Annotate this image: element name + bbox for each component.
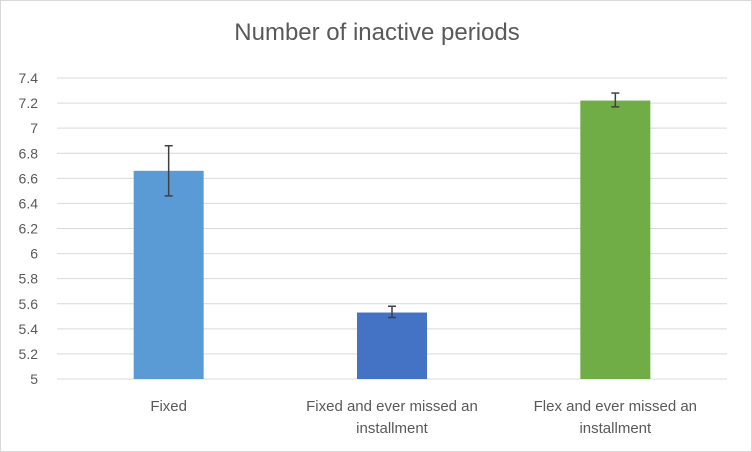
error-bar (388, 305, 396, 319)
y-tick-label: 5.4 (19, 321, 39, 337)
y-tick-label: 6.8 (19, 145, 39, 161)
error-bar (611, 92, 620, 108)
y-tick-label: 5.8 (19, 271, 39, 287)
bar (580, 100, 651, 379)
bars (133, 100, 651, 379)
error-bars (164, 92, 620, 319)
chart-title: Number of inactive periods (234, 19, 520, 46)
y-tick-label: 5.2 (19, 346, 39, 362)
y-tick-label: 6.6 (19, 170, 39, 186)
y-axis-tick-labels: 5 5.2 5.4 5.6 5.8 6 6.2 6.4 6.6 6.8 7 7.2 7.4 (19, 70, 39, 387)
bar (133, 170, 204, 379)
y-tick-label: 6.2 (19, 221, 39, 237)
category-label: Flex and ever missed an (534, 398, 697, 415)
y-tick-label: 7.4 (19, 70, 39, 86)
category-label: installment (579, 420, 652, 437)
y-tick-label: 7 (30, 120, 38, 136)
category-label: installment (356, 420, 429, 437)
error-bar (164, 144, 173, 197)
y-tick-label: 5.6 (19, 296, 39, 312)
bar (357, 312, 427, 379)
x-axis-category-labels: Fixed Fixed and ever missed an installment… (150, 398, 697, 437)
y-tick-label: 6.4 (19, 195, 39, 211)
y-tick-label: 5 (30, 371, 38, 387)
y-tick-label: 7.2 (19, 95, 39, 111)
category-label: Fixed and ever missed an (306, 398, 478, 415)
category-label: Fixed (150, 398, 187, 415)
y-tick-label: 6 (30, 246, 38, 262)
